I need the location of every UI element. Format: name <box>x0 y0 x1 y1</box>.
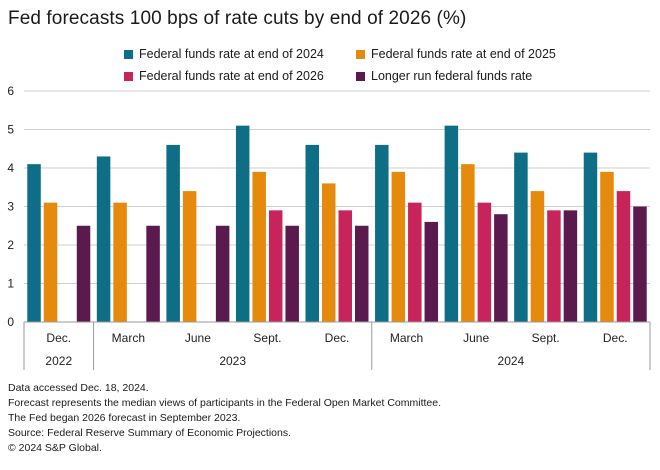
group-label-2023: 2023 <box>219 354 246 368</box>
legend-item-2024: Federal funds rate at end of 2024 <box>124 47 324 61</box>
note-source: Source: Federal Reserve Summary of Econo… <box>8 427 292 439</box>
bar-2025-2 <box>182 191 197 322</box>
bar-2026-7 <box>547 210 561 322</box>
legend-item-2025: Federal funds rate at end of 2025 <box>356 47 556 61</box>
legend-swatch-2024 <box>124 49 133 59</box>
legend-swatch-longrun <box>356 71 365 81</box>
note-data-accessed: Data accessed Dec. 18, 2024. <box>8 382 149 394</box>
legend-swatch-2026 <box>124 71 133 81</box>
bar-2024-1 <box>96 156 111 322</box>
legend-label-2024: Federal funds rate at end of 2024 <box>139 47 324 61</box>
legend-swatch-2025 <box>356 49 365 59</box>
bar-2025-8 <box>600 171 614 322</box>
y-tick-label-3: 3 <box>7 200 14 214</box>
bar-2026-6 <box>477 202 492 322</box>
bar-longrun-8 <box>633 206 647 322</box>
note-2026-start: The Fed began 2026 forecast in September… <box>8 412 241 424</box>
bar-2024-7 <box>514 152 528 322</box>
bar-2025-0 <box>43 202 58 322</box>
bar-2026-4 <box>338 210 352 322</box>
bar-longrun-3 <box>285 225 299 322</box>
bar-2025-4 <box>322 183 336 322</box>
bar-2024-2 <box>166 144 180 322</box>
x-tick-label-5: March <box>390 331 423 345</box>
x-tick-label-7: Sept. <box>532 331 560 345</box>
bar-chart: 0 1 2 3 4 5 6 Dec. March June Sept. Dec. March June Se… <box>7 84 651 370</box>
bar-2026-5 <box>408 202 422 322</box>
bar-2024-4 <box>305 144 319 322</box>
note-copyright: © 2024 S&P Global. <box>8 442 102 454</box>
bar-longrun-1 <box>146 225 160 322</box>
bar-2025-7 <box>530 191 545 322</box>
bar-longrun-0 <box>76 225 91 322</box>
chart-legend: Federal funds rate at end of 2024 Federa… <box>0 40 660 86</box>
x-tick-label-8: Dec. <box>603 331 628 345</box>
bar-2025-6 <box>461 164 475 322</box>
legend-label-2025: Federal funds rate at end of 2025 <box>371 47 556 61</box>
x-tick-label-0: Dec. <box>46 331 71 345</box>
bar-2024-5 <box>375 144 389 322</box>
x-tick-label-6: June <box>463 331 489 345</box>
y-tick-label-4: 4 <box>7 161 14 175</box>
x-tick-label-2: June <box>185 331 211 345</box>
chart-notes: Data accessed Dec. 18, 2024. Forecast re… <box>8 381 441 456</box>
bar-2025-1 <box>113 202 127 322</box>
bar-2024-0 <box>27 164 41 322</box>
legend-label-2026: Federal funds rate at end of 2026 <box>139 69 324 83</box>
bar-2024-6 <box>444 125 459 323</box>
bar-longrun-5 <box>424 221 439 322</box>
y-tick-label-5: 5 <box>7 123 14 137</box>
y-tick-label-1: 1 <box>7 277 14 291</box>
bar-2025-3 <box>252 171 266 322</box>
legend-item-longrun: Longer run federal funds rate <box>356 69 532 83</box>
bar-longrun-4 <box>355 225 369 322</box>
legend-label-longrun: Longer run federal funds rate <box>371 69 533 83</box>
y-tick-label-0: 0 <box>7 315 14 329</box>
bar-2026-3 <box>268 210 283 322</box>
bar-2026-8 <box>616 191 631 322</box>
bar-longrun-6 <box>494 214 508 322</box>
chart-title: Fed forecasts 100 bps of rate cuts by en… <box>8 8 467 29</box>
bar-2024-8 <box>583 152 598 322</box>
bar-longrun-7 <box>563 210 578 322</box>
group-label-2024: 2024 <box>498 354 525 368</box>
bar-2025-5 <box>391 171 406 322</box>
group-label-2022: 2022 <box>45 354 72 368</box>
note-forecast-definition: Forecast represents the median views of … <box>8 397 442 409</box>
bar-longrun-2 <box>215 225 230 322</box>
x-tick-label-1: March <box>112 331 145 345</box>
y-tick-label-2: 2 <box>7 238 14 252</box>
x-tick-label-4: Dec. <box>325 331 350 345</box>
bar-2024-3 <box>235 125 250 323</box>
x-tick-label-3: Sept. <box>253 331 281 345</box>
legend-item-2026: Federal funds rate at end of 2026 <box>124 69 324 83</box>
y-tick-label-6: 6 <box>7 84 14 98</box>
